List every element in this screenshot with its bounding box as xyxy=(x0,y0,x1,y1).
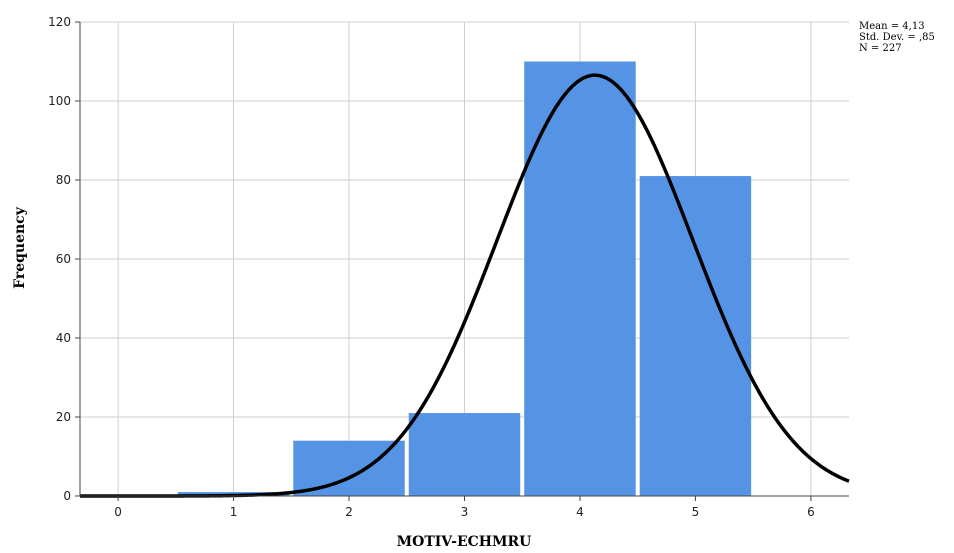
histogram-bar-3 xyxy=(524,61,636,496)
x-tick-label-1: 1 xyxy=(230,505,238,519)
x-tick-label-4: 4 xyxy=(576,505,584,519)
histogram-bar-4 xyxy=(639,176,752,497)
y-tick-label-5: 100 xyxy=(48,94,71,108)
stats-mean: Mean = 4,13 xyxy=(859,21,925,32)
y-axis-ticks: 0 20 40 60 80 100 120 xyxy=(48,15,80,503)
stats-std-dev: Std. Dev. = ,85 xyxy=(859,32,935,43)
y-tick-label-6: 120 xyxy=(48,15,71,29)
x-axis-title: MOTIV-ECHMRU xyxy=(397,534,532,550)
y-tick-label-0: 0 xyxy=(63,489,71,503)
x-tick-label-6: 6 xyxy=(807,505,815,519)
histogram-bar-2 xyxy=(408,413,521,496)
x-tick-label-0: 0 xyxy=(114,505,122,519)
x-tick-label-5: 5 xyxy=(692,505,700,519)
y-axis-title: Frequency xyxy=(12,206,28,289)
y-tick-label-3: 60 xyxy=(56,252,71,266)
x-tick-label-3: 3 xyxy=(461,505,469,519)
stats-n: N = 227 xyxy=(859,43,902,54)
x-tick-label-2: 2 xyxy=(345,505,353,519)
histogram-bars xyxy=(177,61,752,497)
y-tick-label-2: 40 xyxy=(56,331,71,345)
y-tick-label-4: 80 xyxy=(56,173,71,187)
stats-box: Mean = 4,13 Std. Dev. = ,85 N = 227 xyxy=(859,21,935,54)
y-tick-label-1: 20 xyxy=(56,410,71,424)
x-axis-ticks: 0 1 2 3 4 5 6 xyxy=(114,496,815,519)
